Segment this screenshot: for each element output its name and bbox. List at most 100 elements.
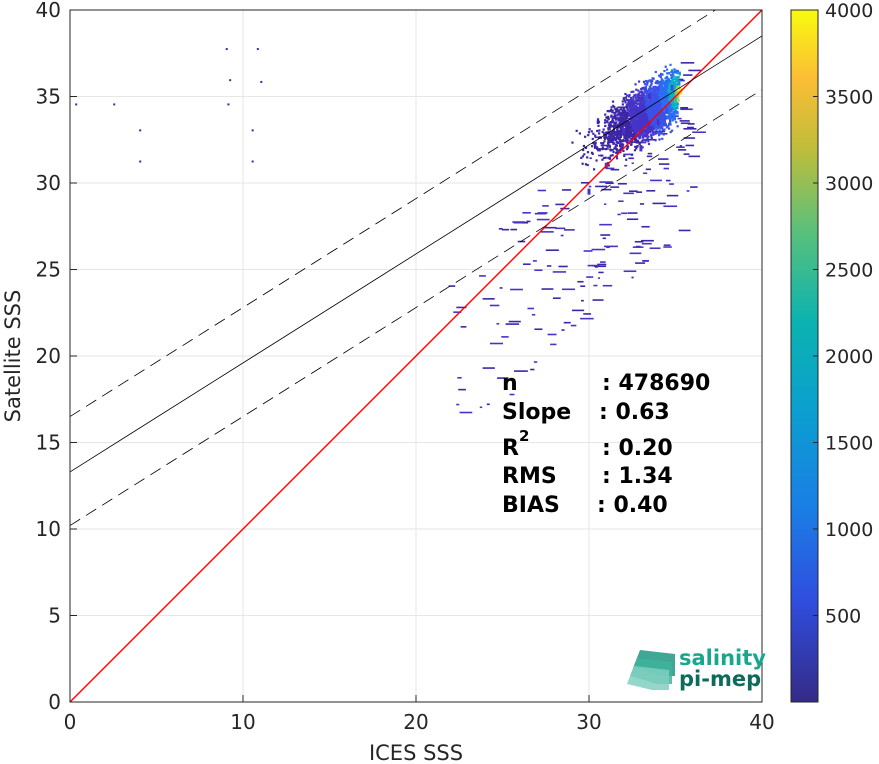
density-cell <box>635 126 638 129</box>
density-cell <box>649 89 652 92</box>
density-cell <box>662 133 665 136</box>
density-cell <box>623 115 626 119</box>
density-cell <box>606 246 610 249</box>
density-cell <box>663 89 666 92</box>
density-cell <box>663 81 666 84</box>
density-cell <box>653 92 656 96</box>
density-cell <box>647 142 651 146</box>
density-cell <box>658 158 669 160</box>
density-cell <box>628 117 631 120</box>
density-cell <box>672 96 675 99</box>
density-cell <box>534 328 543 331</box>
density-cell <box>564 229 575 231</box>
density-cell <box>602 128 605 131</box>
density-cell <box>632 126 636 129</box>
density-cell <box>611 138 614 141</box>
density-cell <box>677 98 680 101</box>
density-cell <box>592 168 596 171</box>
density-cloud <box>75 48 706 414</box>
density-cell <box>586 156 589 159</box>
density-cell <box>608 157 611 160</box>
density-cell <box>632 99 635 102</box>
colorbar-tick-label: 3500 <box>825 87 873 109</box>
density-cell <box>646 128 649 131</box>
density-bin <box>674 96 677 103</box>
density-cell <box>665 75 668 79</box>
density-cell <box>633 132 636 135</box>
density-cell <box>630 90 633 94</box>
density-cell <box>612 136 615 140</box>
density-cell <box>642 130 646 133</box>
density-cell <box>648 79 651 82</box>
density-cell <box>628 102 632 105</box>
density-cell <box>654 98 658 101</box>
density-cell <box>587 264 600 267</box>
density-cell <box>657 99 660 102</box>
density-cell <box>657 127 660 130</box>
density-cell <box>608 139 612 143</box>
density-cell <box>589 157 592 160</box>
density-cell <box>640 100 643 103</box>
density-cell <box>610 168 620 171</box>
density-cell <box>536 218 550 221</box>
density-cell <box>677 117 682 120</box>
density-cell <box>625 111 628 115</box>
density-cell <box>655 94 658 97</box>
density-cell <box>609 123 612 126</box>
density-cell <box>628 124 631 127</box>
density-cell <box>657 117 661 121</box>
density-cell <box>594 134 597 137</box>
density-cell <box>669 107 672 110</box>
density-cell <box>621 212 628 215</box>
y-tick-label: 30 <box>36 171 61 195</box>
density-cell <box>638 102 641 105</box>
density-cell <box>604 245 618 248</box>
density-cell <box>594 266 598 268</box>
density-cell <box>634 83 637 86</box>
density-cell <box>610 115 613 118</box>
density-cell <box>666 85 669 89</box>
density-cell <box>626 127 629 130</box>
density-cell <box>653 127 656 130</box>
density-cell <box>635 138 638 141</box>
density-cell <box>616 116 619 119</box>
density-cell <box>552 297 561 300</box>
density-cell <box>639 104 643 107</box>
density-cell <box>604 203 607 206</box>
density-cell <box>669 79 673 83</box>
density-cell <box>643 106 647 109</box>
density-cell <box>634 117 638 120</box>
density-cell <box>671 116 674 120</box>
density-cell <box>665 89 668 92</box>
density-cell <box>627 109 630 112</box>
density-cell <box>671 78 674 81</box>
density-cell <box>496 322 500 325</box>
density-cell <box>622 109 625 113</box>
stat-rms-label: RMS <box>502 464 557 489</box>
logo-text-salinity: salinity <box>679 646 766 670</box>
density-cell <box>628 121 631 124</box>
density-cell <box>641 242 652 245</box>
density-cell <box>655 118 658 121</box>
density-cell <box>666 102 669 105</box>
density-cell <box>678 229 691 232</box>
density-cell <box>624 134 628 137</box>
density-cell <box>645 135 648 138</box>
density-cell <box>611 130 614 133</box>
density-cell <box>645 89 648 92</box>
density-cell <box>622 107 625 110</box>
density-cell <box>639 134 642 137</box>
density-cell <box>656 105 660 108</box>
density-cell <box>663 205 678 208</box>
density-cell <box>644 97 647 101</box>
density-cell <box>659 75 662 78</box>
density-cell <box>659 99 662 102</box>
density-cell <box>613 125 617 128</box>
density-cell <box>660 93 663 96</box>
density-cell <box>604 135 607 139</box>
density-cell <box>599 181 613 183</box>
density-cell <box>644 129 647 133</box>
density-cell <box>673 104 676 107</box>
density-cell <box>636 191 643 193</box>
density-cell <box>646 102 650 106</box>
